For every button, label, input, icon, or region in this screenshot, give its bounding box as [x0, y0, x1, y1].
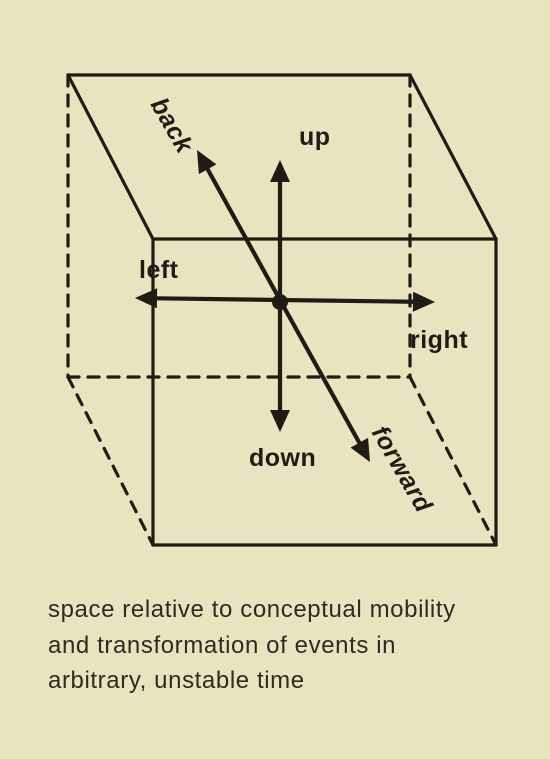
label-right: right [410, 326, 468, 354]
label-up: up [299, 123, 331, 151]
label-down: down [249, 444, 316, 472]
label-forward: forward [366, 421, 438, 518]
center-point [272, 294, 288, 310]
label-back: back [145, 93, 199, 159]
label-left: left [139, 256, 179, 284]
caption-text: space relative to conceptual mobility an… [48, 592, 488, 699]
